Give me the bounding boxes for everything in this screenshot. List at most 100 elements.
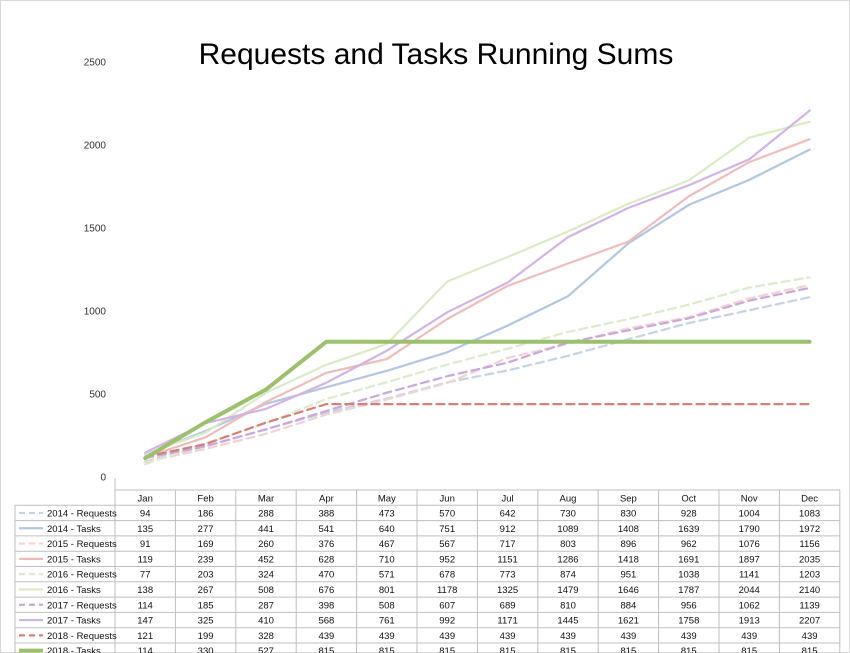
table-header-jul: Jul (502, 493, 514, 504)
table-cell-value: 2035 (799, 554, 820, 565)
table-cell-value: 571 (379, 570, 395, 581)
table-cell-value: 410 (258, 616, 274, 627)
table-cell-value: 568 (318, 616, 334, 627)
legend-label-2017-tasks: 2017 - Tasks (47, 616, 101, 627)
table-cell-value: 467 (379, 539, 395, 550)
table-header-oct: Oct (681, 493, 696, 504)
table-cell-value: 473 (379, 508, 395, 519)
table-cell-value: 801 (379, 585, 395, 596)
legend-label-2014-tasks: 2014 - Tasks (47, 524, 101, 535)
y-tick-label: 500 (89, 390, 106, 401)
table-cell-value: 330 (198, 646, 214, 653)
table-cell-value: 628 (318, 554, 334, 565)
legend-label-2015-tasks: 2015 - Tasks (47, 554, 101, 565)
table-cell-value: 952 (439, 554, 455, 565)
table-cell-value: 169 (198, 539, 214, 550)
y-axis: 0 500 1000 1500 2000 2500 (84, 58, 107, 484)
y-tick-label: 2000 (84, 141, 107, 152)
table-cell-value: 199 (198, 631, 214, 642)
table-cell-value: 896 (620, 539, 636, 550)
series-line-2014-requests (144, 296, 811, 463)
table-cell-value: 470 (318, 570, 334, 581)
table-cell-value: 730 (560, 508, 576, 519)
table-cell-value: 439 (500, 631, 516, 642)
series-line-2017-tasks (144, 109, 811, 454)
table-cell-value: 439 (318, 631, 334, 642)
table-cell-value: 114 (138, 600, 153, 611)
table-cell-value: 1171 (497, 616, 517, 627)
table-cell-value: 830 (620, 508, 636, 519)
table-header-feb: Feb (197, 493, 213, 504)
table-cell-value: 815 (681, 646, 697, 653)
y-tick-label: 1500 (84, 224, 107, 235)
table-cell-value: 508 (258, 585, 274, 596)
data-table: Jan Feb Mar Apr May Jun Jul Aug Sep Oct Nov Dec 2014… (14, 478, 841, 653)
table-cell-value: 439 (439, 631, 455, 642)
table-cell-value: 138 (137, 585, 153, 596)
table-cell-value: 962 (681, 539, 697, 550)
table-cell-value: 388 (318, 508, 334, 519)
table-cell-value: 1790 (739, 524, 760, 535)
chart-title: Requests and Tasks Running Sums (198, 38, 674, 71)
table-cell-value: 325 (198, 616, 214, 627)
table-cell-value: 119 (138, 554, 153, 565)
table-cell-value: 135 (137, 524, 153, 535)
table-cell-value: 1913 (739, 616, 760, 627)
table-cell-value: 1408 (618, 524, 639, 535)
table-cell-value: 815 (802, 646, 818, 653)
series-line-2016-requests (144, 276, 811, 466)
table-cell-value: 2140 (799, 585, 820, 596)
table-cell-value: 324 (258, 570, 274, 581)
table-cell-value: 376 (318, 539, 334, 550)
table-cell-value: 121 (137, 631, 153, 642)
table-cell-value: 1286 (557, 554, 578, 565)
table-cell-value: 567 (439, 539, 455, 550)
table-cell-value: 1445 (557, 616, 578, 627)
table-cell-value: 1151 (497, 554, 517, 565)
table-cell-value: 607 (439, 600, 455, 611)
table-header-nov: Nov (741, 493, 758, 504)
table-header-may: May (378, 493, 396, 504)
table-cell-value: 956 (681, 600, 697, 611)
table-cell-value: 815 (318, 646, 334, 653)
table-cell-value: 398 (318, 600, 334, 611)
table-cell-value: 1325 (497, 585, 518, 596)
series-lines (143, 109, 812, 466)
table-cell-value: 328 (258, 631, 274, 642)
table-cell-value: 1178 (437, 585, 457, 596)
table-cell-value: 1062 (739, 600, 760, 611)
table-cell-value: 288 (258, 508, 274, 519)
table-cell-value: 570 (439, 508, 455, 519)
legend-label-2018-tasks: 2018 - Tasks (47, 646, 101, 653)
table-cell-value: 1141 (739, 570, 759, 581)
legend-label-2015-requests: 2015 - Requests (47, 539, 117, 550)
table-header-aug: Aug (560, 493, 577, 504)
table-cell-value: 439 (681, 631, 697, 642)
table-cell-value: 1156 (799, 539, 819, 550)
table-cell-value: 277 (198, 524, 214, 535)
table-cell-value: 1203 (799, 570, 820, 581)
table-cell-value: 815 (439, 646, 455, 653)
table-header-dec: Dec (801, 493, 818, 504)
table-cell-value: 1621 (618, 616, 639, 627)
table-cell-value: 815 (379, 646, 395, 653)
table-cell-value: 287 (258, 600, 274, 611)
table-cell-value: 1479 (557, 585, 578, 596)
table-cell-value: 541 (318, 524, 334, 535)
table-cell-value: 1089 (557, 524, 578, 535)
table-cell-value: 1639 (678, 524, 699, 535)
table-cell-value: 1076 (739, 539, 760, 550)
legend-label-2017-requests: 2017 - Requests (47, 600, 117, 611)
table-header-mar: Mar (258, 493, 274, 504)
table-cell-value: 815 (741, 646, 757, 653)
table-cell-value: 642 (500, 508, 516, 519)
table-cell-value: 1646 (618, 585, 639, 596)
table-cell-value: 1691 (678, 554, 699, 565)
series-line-2018-tasks (143, 339, 812, 461)
table-cell-value: 815 (500, 646, 516, 653)
y-tick-label: 2500 (84, 58, 107, 69)
y-tick-label: 0 (100, 473, 106, 484)
table-cell-value: 1897 (739, 554, 760, 565)
table-cell-value: 640 (379, 524, 395, 535)
